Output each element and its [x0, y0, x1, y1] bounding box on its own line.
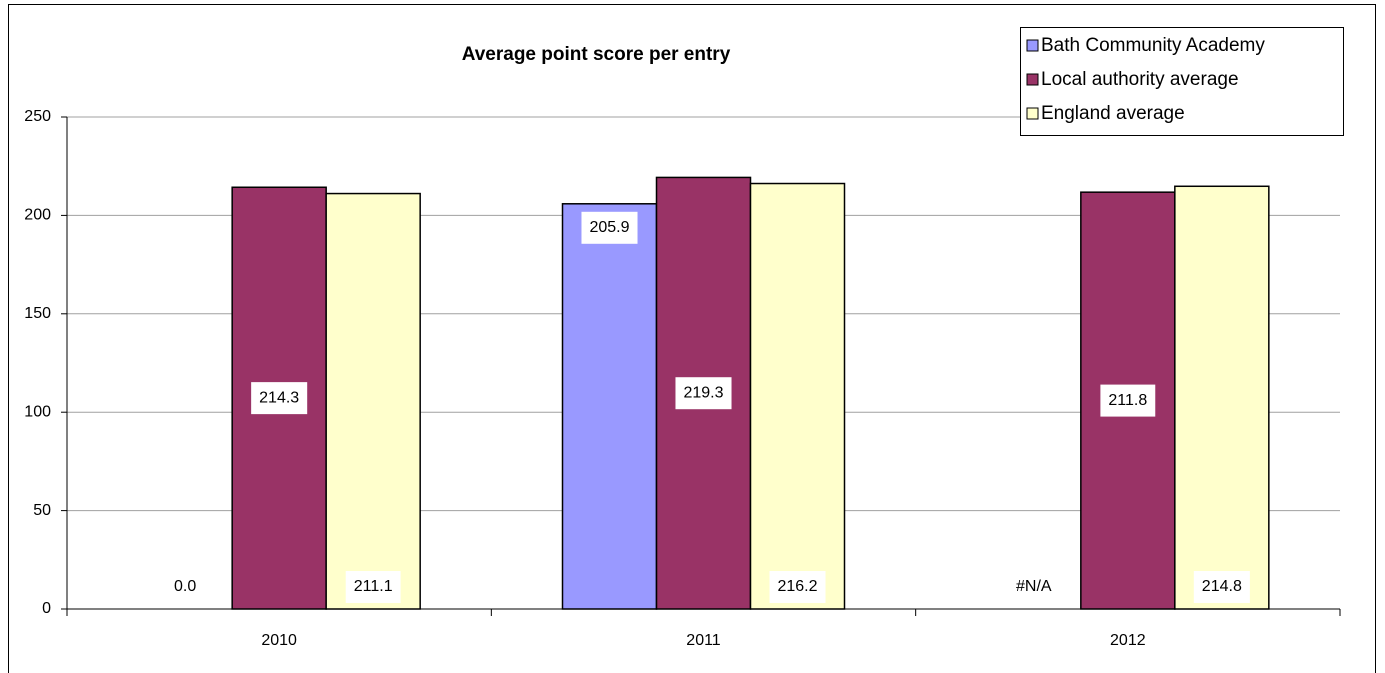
- data-label: 219.3: [683, 384, 723, 401]
- data-label-box: [251, 382, 308, 415]
- data-label: 211.1: [354, 578, 393, 595]
- legend-label: Bath Community Academy: [1041, 35, 1265, 56]
- y-tick-label: 0: [42, 600, 51, 617]
- data-label: 0.0: [174, 578, 196, 595]
- x-tick-label: 2010: [261, 632, 297, 649]
- legend-swatch: [1026, 39, 1039, 52]
- data-label: 214.3: [259, 389, 299, 406]
- data-label-box: [769, 571, 826, 603]
- data-label-box: [1008, 571, 1060, 603]
- x-tick-label: 2012: [1110, 632, 1146, 649]
- data-label: 214.8: [1202, 578, 1242, 595]
- bar: [749, 182, 846, 610]
- data-label-box: [1193, 571, 1250, 603]
- legend: Bath Community Academy Local authority av…: [1020, 27, 1344, 136]
- data-label: 211.8: [1108, 392, 1147, 409]
- legend-swatch: [1026, 73, 1039, 86]
- data-label-box: [1100, 384, 1156, 417]
- y-tick-label: 250: [24, 108, 51, 125]
- y-tick-label: 100: [24, 403, 51, 420]
- legend-swatch: [1026, 107, 1039, 120]
- x-tick-label: 2011: [686, 632, 721, 649]
- data-label: 216.2: [777, 578, 817, 595]
- bar: [561, 203, 658, 610]
- data-label: #N/A: [1016, 578, 1052, 595]
- legend-label: Local authority average: [1041, 69, 1239, 90]
- chart-title: Average point score per entry: [462, 44, 731, 65]
- data-label-box: [581, 211, 638, 244]
- data-label: 205.9: [589, 219, 629, 236]
- bar: [1174, 185, 1270, 610]
- data-label-box: [345, 571, 401, 603]
- y-tick-label: 150: [24, 305, 51, 322]
- bar: [325, 192, 421, 610]
- legend-label: England average: [1041, 103, 1185, 124]
- data-label-box: [675, 377, 732, 410]
- data-label-box: [166, 571, 205, 603]
- y-tick-label: 200: [24, 207, 51, 224]
- legend-frame: [1020, 27, 1344, 136]
- y-tick-label: 50: [33, 502, 51, 519]
